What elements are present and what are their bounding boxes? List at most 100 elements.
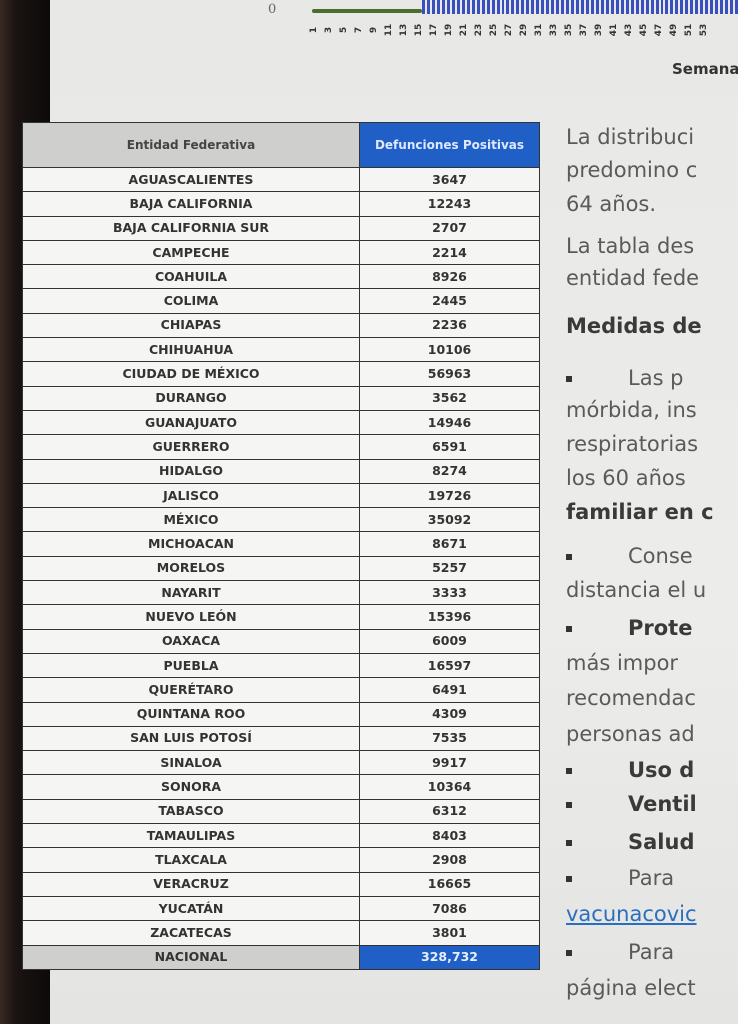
state-cell: SAN LUIS POTOSÍ [22,725,360,752]
x-tick-label: 31 [534,23,544,37]
text-line: página elect [566,976,696,1000]
deaths-cell: 8403 [359,823,540,849]
text-line-content: Ventil [628,792,697,816]
deaths-cell: 2445 [359,288,540,314]
bar [506,0,510,14]
text-line: entidad fede [566,266,699,290]
bar [730,0,734,14]
deaths-cell: 9917 [359,750,540,776]
deaths-cell: 10106 [359,337,540,363]
text-line: predomino c [566,158,697,182]
deaths-cell: 2908 [359,847,540,873]
deaths-cell: 4309 [359,701,540,727]
table-row: COAHUILA 8926 [22,264,540,290]
deaths-cell: 7086 [359,895,540,922]
text-line-content: predomino c [566,158,698,182]
table-row: TAMAULIPAS 8403 [22,823,540,849]
deaths-cell: 2214 [359,239,540,266]
text-line: recomendac [566,686,696,710]
deaths-cell: 56963 [359,361,540,387]
vaccine-link[interactable]: vacunacovic [566,902,697,926]
text-line-content: Uso d [628,758,695,782]
text-line-content: Para [628,940,675,964]
deaths-cell: 8671 [359,531,540,557]
x-tick-label: 7 [354,26,364,34]
text-line: Medidas de [566,314,702,338]
text-line: Para [566,940,674,964]
bar [466,0,470,14]
table-row: JALISCO 19726 [22,482,540,509]
bar [645,0,649,14]
table-row: SINALOA 9917 [22,750,540,776]
state-cell: TAMAULIPAS [22,823,360,849]
state-cell: YUCATÁN [22,895,360,922]
state-cell: CIUDAD DE MÉXICO [22,361,360,387]
bar [456,0,460,14]
text-line-content: página elect [566,976,696,1000]
state-cell: CAMPECHE [22,239,360,266]
bar [695,0,699,14]
text-line: Salud [566,830,694,854]
bar [476,0,480,14]
table-row: MORELOS 5257 [22,555,540,582]
bar [581,0,584,14]
bar [491,0,495,14]
table-row: DURANGO 3562 [22,385,540,411]
total-row: NACIONAL 328,732 [22,944,540,970]
bar [526,0,530,14]
body-text-column: La distribuci predomino c 64 años. La tabla… [566,0,738,1024]
table-row: CHIHUAHUA 10106 [22,337,540,363]
text-line-content: mórbida, ins [566,398,697,422]
header-deaths: Defunciones Positivas [359,122,540,168]
text-line-content: Conse [628,544,693,568]
x-tick-label: 17 [429,23,439,37]
x-tick-label: 9 [369,26,379,34]
bar [665,0,669,14]
deaths-cell: 3333 [359,580,540,606]
bar [720,0,724,14]
state-cell: QUERÉTARO [22,677,360,703]
text-line: La tabla des [566,234,694,258]
bar [680,0,684,14]
state-cell: CHIAPAS [22,312,360,339]
bar [635,0,639,14]
state-cell: BAJA CALIFORNIA [22,191,360,217]
text-line-content: Las p [628,366,684,390]
bar [625,0,629,14]
deaths-cell: 6312 [359,798,540,825]
bullet-icon [566,376,572,382]
bar [471,0,475,14]
table-row: NAYARIT 3333 [22,580,540,606]
deaths-cell: 16665 [359,871,540,897]
state-cell: NAYARIT [22,580,360,606]
table-row: YUCATÁN 7086 [22,895,540,922]
bullet-icon [566,802,572,808]
text-line-content: entidad fede [566,266,700,290]
state-cell: QUINTANA ROO [22,701,360,727]
deaths-cell: 6591 [359,434,540,460]
state-cell: MÉXICO [22,507,360,533]
x-axis-label: Semana [672,60,738,78]
deaths-by-state-table: Entidad Federativa Defunciones Positivas… [22,122,540,970]
bar [640,0,644,14]
bar [521,0,525,14]
text-line: Conse [566,544,693,568]
table-row: COLIMA 2445 [22,288,540,314]
state-cell: SONORA [22,774,360,800]
deaths-cell: 16597 [359,652,540,679]
text-line: Las p [566,366,684,390]
x-tick-label: 5 [339,26,349,34]
table-row: GUANAJUATO 14946 [22,409,540,436]
table-header-row: Entidad Federativa Defunciones Positivas [22,122,540,168]
table-row: QUERÉTARO 6491 [22,677,540,703]
state-cell: JALISCO [22,482,360,509]
text-line-content: respiratorias [566,432,699,456]
x-tick-label: 15 [414,23,424,37]
bar [595,0,599,14]
deaths-cell: 3647 [359,166,540,193]
x-tick-label: 3 [324,26,334,34]
bar [660,0,664,14]
bar [431,0,435,14]
table-row: BAJA CALIFORNIA 12243 [22,191,540,217]
bar [541,0,545,14]
